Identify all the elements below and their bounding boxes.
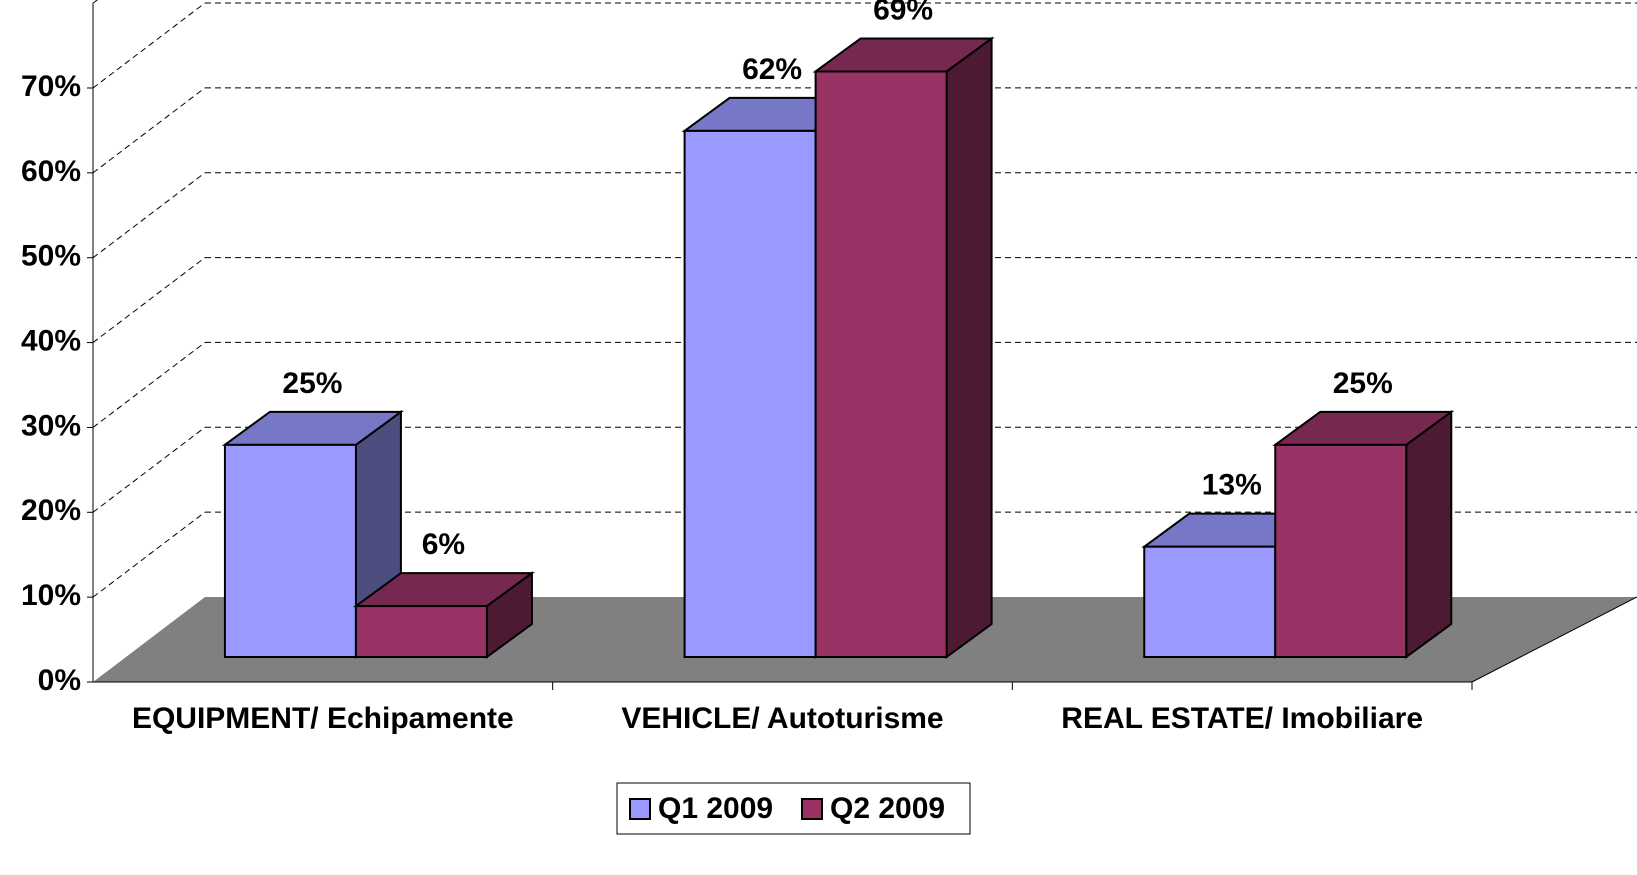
grid-diag [92,342,206,428]
bar-side [945,36,993,659]
data-label: 25% [282,367,342,400]
grid-diag [92,87,206,174]
bar [354,605,488,658]
legend-swatch [801,798,823,820]
bar [1143,545,1277,659]
bar [1274,443,1408,658]
grid-diag [92,426,206,513]
floor-edge [1471,596,1637,683]
wall-top-diag [92,0,98,4]
y-tick-label: 30% [21,409,81,442]
legend-swatch [629,798,651,820]
bar [683,129,817,658]
bar-side [1405,409,1453,659]
data-label: 13% [1202,469,1262,502]
grid-diag [92,257,206,343]
bar [814,70,948,658]
x-tick-label: VEHICLE/ Autoturisme [621,702,943,735]
y-tick-label: 10% [21,579,81,612]
y-tick-label: 20% [21,494,81,527]
legend-box [616,782,971,835]
grid-diag [92,172,206,259]
x-tick-label: EQUIPMENT/ Echipamente [132,702,514,735]
bar [223,443,357,658]
legend: Q1 2009 Q2 2009 [616,782,971,835]
y-tick-label: 70% [21,70,81,103]
legend-label: Q2 2009 [830,792,945,825]
y-tick-label: 0% [38,664,81,697]
data-label: 6% [422,528,465,561]
data-label: 69% [873,0,933,26]
grid-diag [92,2,206,89]
data-label: 62% [742,53,802,86]
data-label: 25% [1333,367,1393,400]
legend-label: Q1 2009 [658,792,773,825]
y-tick-label: 60% [21,155,81,188]
x-tick-label: REAL ESTATE/ Imobiliare [1061,702,1423,735]
y-tick-label: 40% [21,324,81,357]
grid-diag [92,511,206,598]
y-tick-label: 50% [21,240,81,273]
